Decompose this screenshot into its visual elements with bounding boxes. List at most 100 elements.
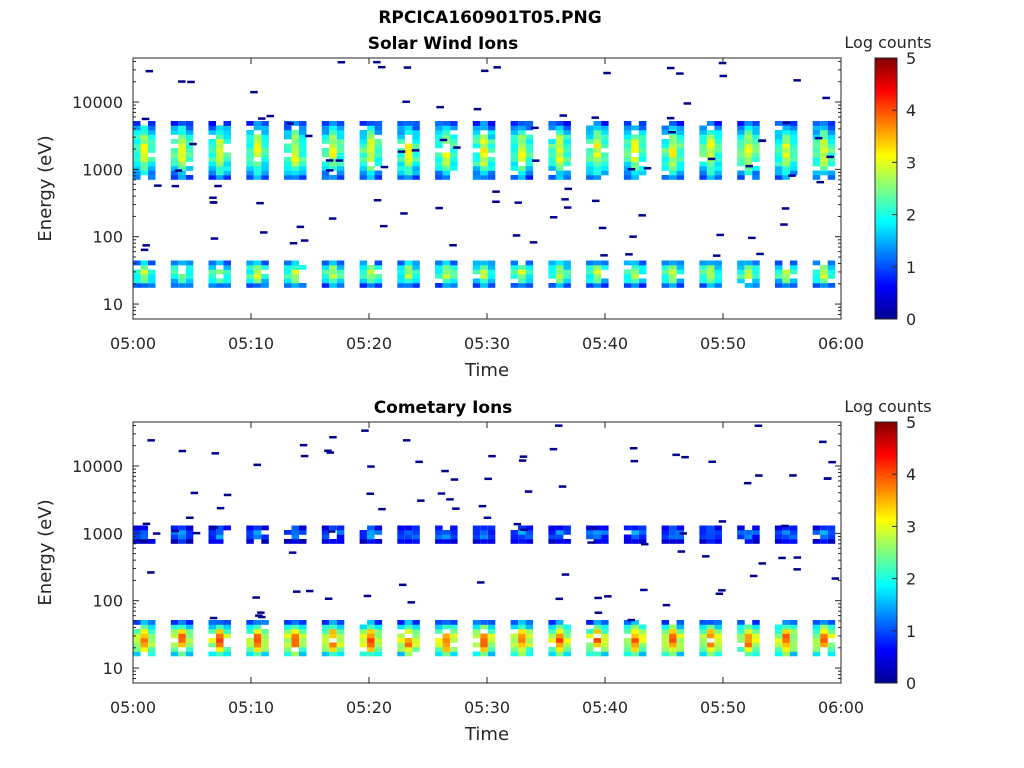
spectrogram-cell [548, 125, 556, 131]
spectrogram-cell [480, 134, 488, 140]
spectrogram-cell [170, 121, 179, 126]
spectrogram-cell [631, 534, 639, 540]
spectrogram-cell [706, 148, 715, 153]
spectrogram-cell [185, 157, 194, 162]
spectrogram-cell [246, 170, 254, 176]
spectrogram-cell [752, 148, 760, 153]
spectrogram-cell [336, 148, 345, 153]
spectrogram-cell [359, 534, 368, 540]
spectrogram-cell [404, 175, 413, 180]
spectrogram-cell [450, 269, 458, 275]
spectrogram-cell [676, 143, 685, 149]
spectrogram-cell [563, 139, 571, 144]
spectrogram-cell [261, 260, 269, 266]
spectrogram-cell [706, 274, 715, 279]
spectrogram-cell [752, 139, 760, 144]
spectrogram-cell [367, 647, 375, 652]
spectrogram-cell [774, 166, 783, 171]
spectrogram-cell [321, 530, 330, 535]
spectrogram-cell [623, 166, 632, 171]
spectrogram-cell [397, 125, 405, 131]
spectrogram-cell [699, 274, 707, 279]
spectrogram-cell [253, 624, 262, 630]
spectrogram-cell [789, 134, 798, 140]
spectrogram-cell [336, 134, 345, 140]
spectrogram-cell [593, 130, 602, 135]
spectrogram-cell [487, 525, 496, 531]
spectrogram-cell [329, 161, 337, 167]
spectrogram-cell [208, 260, 216, 266]
spectrogram-cell [812, 539, 821, 544]
spectrogram-cell [820, 148, 828, 153]
spectrogram-cell [480, 651, 488, 657]
spectrogram-cell [699, 534, 707, 540]
spectrogram-cell [412, 283, 420, 288]
spectrogram-cell [601, 143, 609, 149]
spectrogram-cell [216, 647, 224, 652]
spectrogram-cell [185, 534, 194, 540]
spectrogram-cell [435, 139, 443, 144]
spectrogram-cell [518, 130, 526, 135]
spectrogram-cell [139, 539, 148, 543]
spectrogram-cell [601, 157, 609, 162]
spectrogram-cell [442, 260, 451, 266]
spectrogram-cell [407, 601, 415, 604]
spectrogram-cell [789, 152, 798, 158]
spectrogram-cell [412, 143, 420, 149]
spectrogram-cell [214, 184, 222, 188]
spectrogram-cell [669, 170, 677, 176]
spectrogram-cell [170, 283, 179, 288]
colorbar-gradient [874, 421, 898, 684]
spectrogram-cell [548, 148, 556, 153]
spectrogram-cell [778, 556, 786, 560]
spectrogram-cell [518, 170, 526, 176]
spectrogram-cell [185, 130, 194, 135]
spectrogram-cell [548, 629, 556, 634]
x-axis-label: Time [464, 724, 509, 745]
spectrogram-cell [487, 157, 496, 162]
spectrogram-cell [563, 130, 571, 135]
spectrogram-cell [593, 175, 602, 180]
spectrogram-cell [774, 651, 783, 657]
spectrogram-cell [631, 651, 639, 657]
spectrogram-cell [827, 170, 836, 176]
spectrogram-cell [216, 642, 224, 648]
spectrogram-cell [548, 633, 556, 639]
spectrogram-cell [752, 525, 760, 531]
spectrogram-cell [820, 121, 828, 126]
spectrogram-cell [706, 647, 715, 652]
spectrogram-cell [789, 166, 798, 171]
spectrogram-cell [336, 161, 345, 167]
spectrogram-cell [718, 520, 727, 523]
spectrogram-cell [631, 283, 639, 288]
spectrogram-cell [404, 642, 413, 648]
spectrogram-cell [208, 269, 216, 275]
spectrogram-cell [563, 134, 571, 140]
colorbar-tick-label: 5 [906, 49, 916, 68]
spectrogram-cell [714, 278, 722, 284]
spectrogram-cell [299, 539, 307, 544]
spectrogram-cell [525, 283, 534, 288]
y-tick-label: 1000 [82, 160, 123, 179]
spectrogram-cell [178, 651, 186, 657]
spectrogram-cell [789, 157, 798, 162]
spectrogram-cell [737, 633, 745, 639]
spectrogram-cell [593, 638, 602, 643]
spectrogram-cell [827, 148, 836, 153]
spectrogram-cell [623, 134, 632, 140]
spectrogram-cell [321, 161, 330, 167]
spectrogram-cell [518, 530, 526, 535]
spectrogram-cell [367, 539, 375, 544]
spectrogram-cell [404, 624, 413, 630]
spectrogram-cell [510, 633, 519, 639]
spectrogram-cell [480, 269, 488, 275]
spectrogram-cell [299, 130, 307, 135]
spectrogram-cell [435, 269, 443, 275]
spectrogram-cell [472, 130, 481, 135]
spectrogram-cell [480, 166, 488, 171]
spectrogram-cell [812, 642, 821, 648]
spectrogram-cell [246, 130, 254, 135]
spectrogram-cell [208, 125, 216, 131]
spectrogram-cell [441, 469, 449, 473]
spectrogram-cell [185, 265, 194, 270]
